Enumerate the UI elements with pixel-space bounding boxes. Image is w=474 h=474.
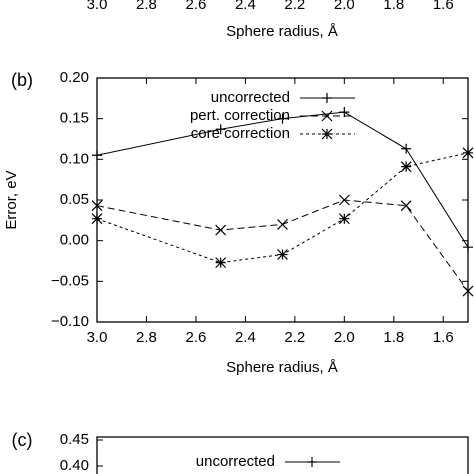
x-tick-label: 1.6 [433,329,454,346]
marker [462,147,474,159]
legend-label: uncorrected [196,453,275,470]
x-tick-label: 3.0 [87,329,108,346]
x-tick-label: 2.0 [334,329,355,346]
marker [215,257,227,269]
series-line [96,152,469,264]
series-line [96,199,469,292]
y-tick-label: 0.40 [60,457,89,474]
x-tick-label: 2.6 [186,329,207,346]
y-tick-label: −0.05 [51,272,89,289]
y-tick-label: 0.15 [60,110,89,127]
marker [215,124,226,135]
marker [321,110,333,122]
panel-label: (b) [11,70,33,90]
marker [401,143,412,154]
y-tick-label: −0.10 [51,313,89,330]
x-tick-label: 1.8 [383,0,404,13]
marker [277,249,288,260]
y-tick-label: 0.00 [60,232,89,249]
marker [400,161,412,173]
marker [307,457,317,467]
x-tick-label: 2.8 [136,329,157,346]
legend-label: core correction [191,125,290,142]
marker [322,93,332,103]
legend-label: pert. correction [190,107,290,124]
x-axis-label: Sphere radius, Å [226,359,338,376]
legend-label: uncorrected [211,89,290,106]
x-tick-label: 2.2 [284,329,305,346]
marker [91,200,103,212]
y-axis-label: Error, eV [3,170,20,229]
x-tick-label: 2.4 [235,0,256,13]
marker [215,224,227,236]
marker [277,218,288,230]
marker [338,213,350,225]
plot-frame [96,436,469,474]
x-tick-label: 3.0 [87,0,108,13]
x-tick-label: 2.8 [136,0,157,13]
panel-label: (c) [12,430,33,450]
x-tick-label: 1.6 [433,0,454,13]
x-tick-label: 2.6 [186,0,207,13]
marker [91,213,103,225]
x-tick-label: 2.4 [235,329,256,346]
marker [321,128,333,140]
x-tick-label: 1.8 [383,329,404,346]
y-tick-label: 0.45 [60,431,89,448]
x-axis-label: Sphere radius, Å [226,23,338,40]
marker [338,194,350,206]
marker [462,285,474,297]
marker [92,150,102,161]
marker [277,113,288,124]
marker [400,200,412,212]
x-tick-label: 2.2 [284,0,305,13]
series-line [96,111,469,248]
x-tick-label: 2.0 [334,0,355,13]
y-tick-label: 0.20 [60,69,89,86]
marker [339,107,350,118]
y-tick-label: 0.10 [60,150,89,167]
y-tick-label: 0.05 [60,191,89,208]
marker [463,242,473,253]
